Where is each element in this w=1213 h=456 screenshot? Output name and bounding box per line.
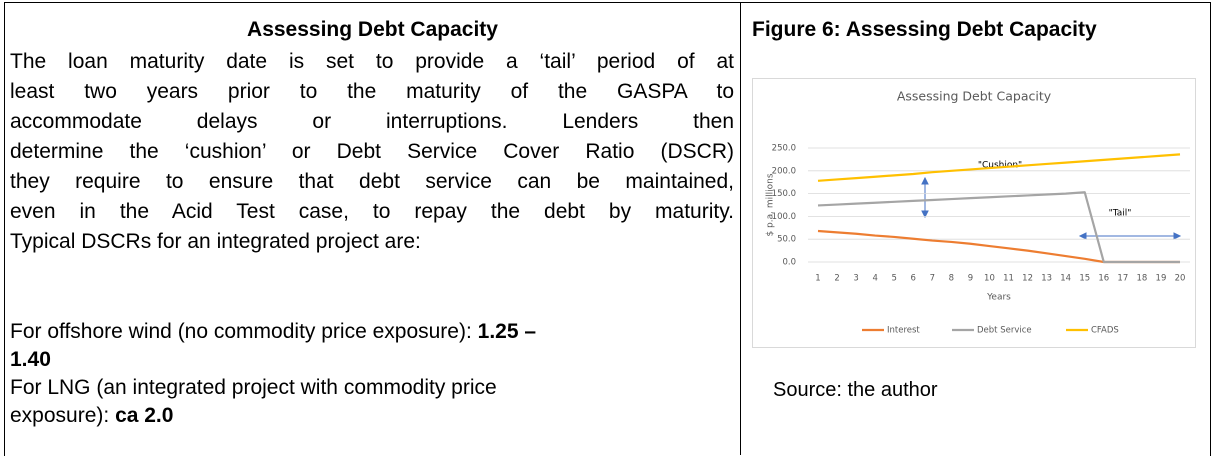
x-tick-label: 8 xyxy=(949,274,954,284)
series-line xyxy=(817,153,1181,182)
offshore-text: For offshore wind (no commodity price ex… xyxy=(10,320,472,343)
left-heading: Assessing Debt Capacity xyxy=(247,18,498,41)
paragraph-line: accommodate delays or interruptions. Len… xyxy=(10,110,734,133)
x-tick-label: 17 xyxy=(1117,274,1128,284)
annotation: "Tail" xyxy=(1109,209,1132,219)
x-tick-label: 6 xyxy=(911,274,916,284)
cell-divider xyxy=(740,2,741,455)
y-tick-label: 0.0 xyxy=(782,258,796,268)
y-tick-label: 150.0 xyxy=(772,189,796,199)
annotation: "Cushion" xyxy=(978,161,1022,171)
series-line xyxy=(817,191,1180,264)
annotation-arrows xyxy=(921,176,1182,240)
lng-text: exposure): xyxy=(10,404,110,427)
x-tick-label: 7 xyxy=(930,274,935,284)
x-tick-label: 10 xyxy=(984,274,995,284)
x-tick-label: 18 xyxy=(1136,274,1147,284)
paragraph-line: they require to ensure that debt service… xyxy=(10,170,734,193)
lng-line: For LNG (an integrated project with comm… xyxy=(10,376,497,399)
lng-line: exposure): ca 2.0 xyxy=(10,402,173,430)
paragraph-line: even in the Acid Test case, to repay the… xyxy=(10,200,734,223)
x-tick-label: 16 xyxy=(1098,274,1109,284)
figure-heading: Figure 6: Assessing Debt Capacity xyxy=(752,18,1097,41)
offshore-value: 1.25 – xyxy=(477,320,537,343)
paragraph-line: least two years prior to the maturity of… xyxy=(10,80,734,103)
paragraph-line: Typical DSCRs for an integrated project … xyxy=(10,230,421,253)
x-tick-label: 11 xyxy=(1003,274,1014,284)
figure-source: Source: the author xyxy=(773,379,938,401)
paragraph-line: The loan maturity date is set to provide… xyxy=(10,50,734,73)
x-tick-label: 19 xyxy=(1156,274,1167,284)
x-tick-label: 20 xyxy=(1175,274,1186,284)
legend-label: Debt Service xyxy=(977,326,1032,336)
chart-border xyxy=(752,78,1196,348)
x-tick-label: 15 xyxy=(1079,274,1090,284)
paragraph-line: determine the ‘cushion’ or Debt Service … xyxy=(10,140,734,163)
x-tick-label: 12 xyxy=(1022,274,1033,284)
chart-title: Assessing Debt Capacity xyxy=(897,89,1052,104)
x-tick-label: 14 xyxy=(1060,274,1071,284)
y-tick-label: 50.0 xyxy=(777,235,796,245)
x-tick-label: 4 xyxy=(872,274,877,284)
offshore-value-cont: 1.40 xyxy=(10,348,51,371)
x-tick-label: 5 xyxy=(891,274,896,284)
x-tick-label: 1 xyxy=(815,274,820,284)
x-tick-label: 9 xyxy=(968,274,973,284)
chart: Assessing Debt Capacity Years $ p.a. mil… xyxy=(752,78,1196,348)
x-tick-label: 2 xyxy=(834,274,839,284)
y-tick-label: 250.0 xyxy=(772,144,796,154)
x-axis-label: Years xyxy=(986,293,1011,303)
y-axis-label: $ p.a. millions xyxy=(766,173,776,236)
offshore-line: For offshore wind (no commodity price ex… xyxy=(10,318,536,346)
y-tick-label: 200.0 xyxy=(772,166,796,176)
legend-label: Interest xyxy=(887,326,920,336)
legend-label: CFADS xyxy=(1091,326,1119,336)
x-tick-label: 3 xyxy=(853,274,858,284)
y-tick-label: 100.0 xyxy=(772,212,796,222)
lng-value: ca 2.0 xyxy=(115,404,174,427)
x-tick-label: 13 xyxy=(1041,274,1052,284)
table-border xyxy=(4,2,1211,456)
